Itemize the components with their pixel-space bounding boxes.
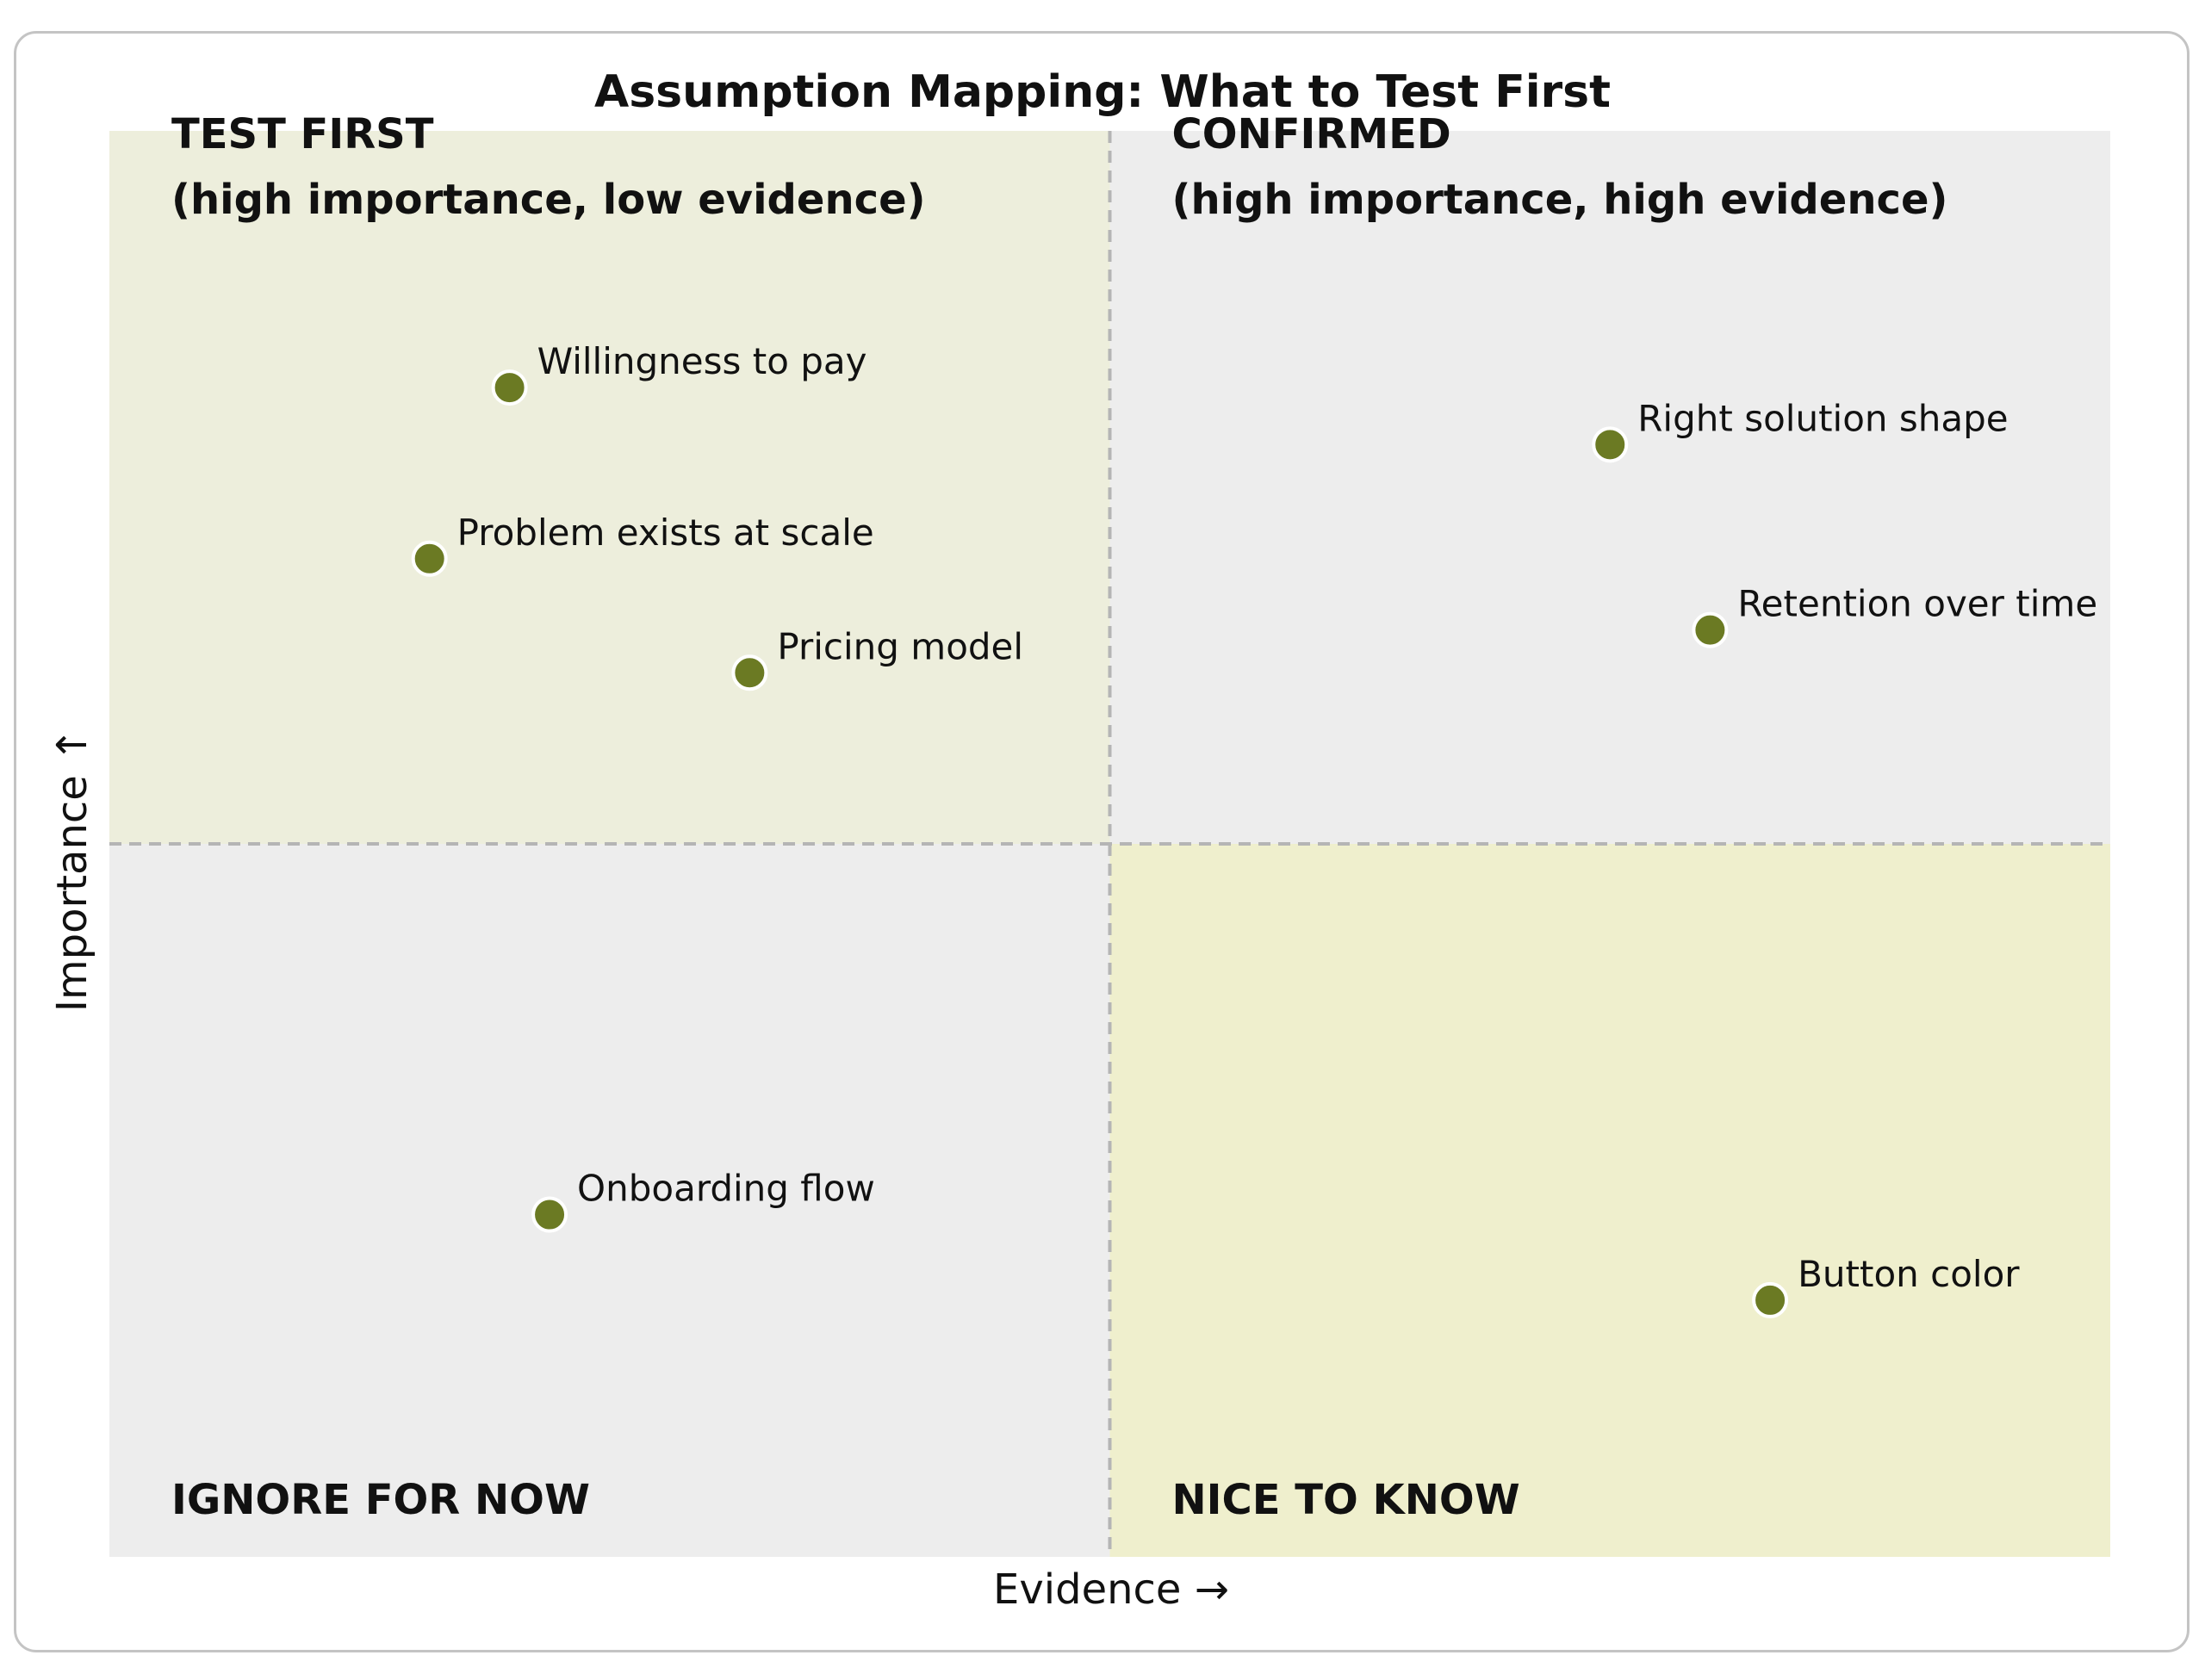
quadrant-bottom-left [109, 844, 1110, 1557]
quadrant-label-bottom-left-0: IGNORE FOR NOW [171, 1476, 590, 1524]
data-point-label-3: Right solution shape [1637, 397, 2008, 439]
quadrant-top-right [1109, 131, 2110, 844]
quadrant-label-top-right-1: (high importance, high evidence) [1172, 176, 1948, 224]
quadrant-backgrounds [109, 131, 2110, 1557]
chart-title: Assumption Mapping: What to Test First [594, 66, 1611, 118]
data-point-4 [1692, 611, 1729, 648]
x-axis-label: Evidence → [993, 1565, 1229, 1614]
data-point-0 [491, 369, 528, 406]
data-point-label-2: Pricing model [777, 625, 1023, 667]
data-point-6 [1752, 1281, 1789, 1318]
quadrant-label-top-right-0: CONFIRMED [1172, 110, 1451, 158]
data-point-5 [531, 1196, 568, 1233]
quadrant-bottom-right [1109, 844, 2110, 1557]
data-points: Willingness to pay Problem exists at scal… [411, 340, 2097, 1318]
quadrant-label-top-left-1: (high importance, low evidence) [171, 176, 926, 224]
quadrant-labels: TEST FIRST (high importance, low evidence… [171, 110, 1947, 1524]
data-point-3 [1592, 426, 1629, 463]
data-point-label-4: Retention over time [1737, 583, 2097, 625]
quadrant-dividers [109, 131, 2110, 1557]
data-point-label-5: Onboarding flow [577, 1168, 875, 1210]
data-point-label-6: Button color [1798, 1253, 2020, 1295]
data-point-1 [411, 540, 448, 577]
quadrant-top-left [109, 131, 1110, 844]
y-axis-label: Importance ↑ [48, 728, 96, 1013]
quadrant-label-bottom-right-0: NICE TO KNOW [1172, 1476, 1520, 1524]
data-point-label-0: Willingness to pay [537, 340, 867, 382]
data-point-2 [731, 654, 768, 691]
data-point-label-1: Problem exists at scale [457, 511, 874, 554]
quadrant-label-top-left-0: TEST FIRST [171, 110, 434, 158]
